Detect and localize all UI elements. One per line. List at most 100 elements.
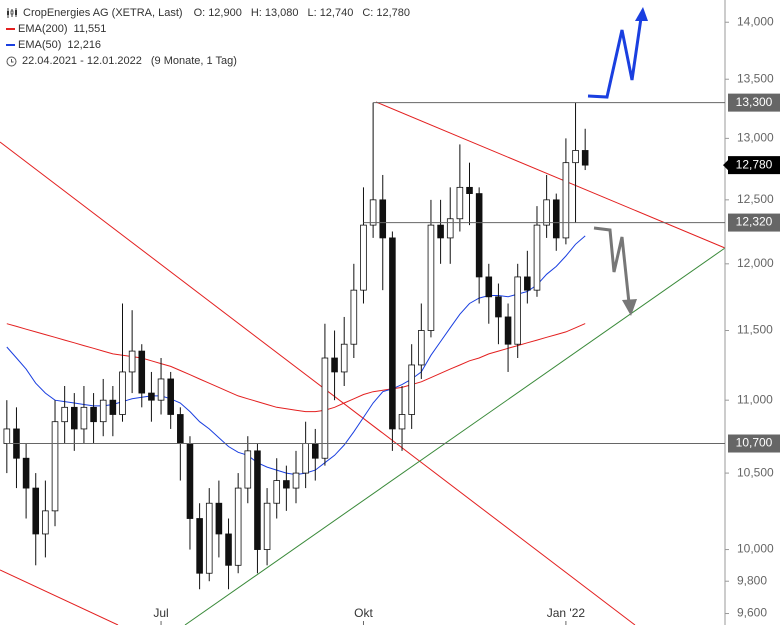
scenario-arrow-down <box>593 226 631 304</box>
ohlc-value: 13,080 <box>264 7 299 19</box>
legend-item: EMA(200) 11,551 <box>6 21 413 37</box>
ema-line <box>6 323 586 413</box>
candle-body <box>369 199 377 226</box>
legend-name: EMA(50) <box>18 39 62 51</box>
icon <box>7 8 17 18</box>
trend-line <box>375 101 726 249</box>
candle-body <box>446 218 454 239</box>
trend-line <box>0 569 119 625</box>
candle-body <box>167 378 174 415</box>
candle-body <box>205 502 213 574</box>
scenario-arrow-up <box>587 17 643 99</box>
candle-body <box>321 357 329 459</box>
legend-item: EMA(50) 12,216 <box>6 37 413 53</box>
y-tick-label: 11,500 <box>737 323 773 337</box>
legend-swatch <box>6 44 15 46</box>
clock-icon <box>6 56 17 66</box>
candle-body <box>283 480 290 489</box>
y-tick-label: 10,000 <box>737 542 774 556</box>
candle-body <box>418 330 425 366</box>
x-tick-label: Jan '22 <box>547 606 586 620</box>
candle-body <box>311 443 319 459</box>
candle-body <box>148 392 155 401</box>
candle-body <box>524 276 531 291</box>
candle-body <box>437 224 444 239</box>
candle-body <box>533 224 541 291</box>
candle-body <box>427 224 435 331</box>
y-tick-label: 11,000 <box>737 392 773 406</box>
last-price-box <box>728 156 780 175</box>
candle-body <box>234 487 242 566</box>
period-range: 22.04.2021 - 12.01.2022 <box>22 55 142 67</box>
level-label: 10,700 <box>736 436 773 450</box>
candle-body <box>51 421 59 512</box>
candle-body <box>581 150 589 166</box>
candle-body <box>3 428 11 444</box>
level-label-box <box>728 213 780 232</box>
candle-body <box>562 162 570 239</box>
candle-body <box>244 450 252 489</box>
header-row: CropEnergies AG (XETRA, Last) O: 12,900 H:… <box>6 5 413 21</box>
level-label-box <box>728 434 780 453</box>
candle-body <box>495 296 502 318</box>
ohlc-value: 12,780 <box>376 7 410 19</box>
candle-body <box>32 487 40 535</box>
candle-body <box>119 371 126 415</box>
ohlc-name: C: <box>362 7 374 19</box>
y-tick-label: 9,800 <box>737 573 767 587</box>
arrowhead <box>635 7 648 21</box>
candle-body <box>389 237 396 430</box>
candle-body <box>360 224 367 291</box>
y-tick-label: 13,500 <box>737 71 774 85</box>
candle-body <box>475 193 483 278</box>
candle-body <box>504 316 512 345</box>
candle-body <box>186 443 194 519</box>
candle-body <box>263 502 271 550</box>
candle-body <box>196 518 203 574</box>
legend-value: 12,216 <box>67 39 102 51</box>
candle-body <box>61 406 68 423</box>
level-label: 12,320 <box>736 215 773 229</box>
y-tick-label: 14,000 <box>737 14 774 28</box>
ohlc-name: H: <box>250 7 262 19</box>
x-tick-label: Jul <box>153 606 168 620</box>
instrument-name: CropEnergies AG (XETRA, Last) <box>23 7 183 19</box>
candle-body <box>466 186 473 194</box>
candle-body <box>514 276 521 345</box>
candle-body <box>552 199 560 239</box>
candle-body <box>177 414 184 444</box>
level-label-box <box>728 93 780 112</box>
candle-body <box>254 450 261 550</box>
candle-body <box>215 502 223 535</box>
level-label: 13,300 <box>736 95 773 109</box>
candle-body <box>22 457 30 489</box>
ohlc-value: 12,900 <box>208 7 242 19</box>
candle-body <box>340 343 348 373</box>
y-tick-label: 12,500 <box>737 192 774 206</box>
legend-name: EMA(200) <box>18 23 68 35</box>
candle-body <box>302 443 309 474</box>
period: 22.04.2021 - 12.01.2022 (9 Monate, 1 Tag) <box>6 53 413 69</box>
candle-body <box>157 378 165 401</box>
candle-body <box>138 350 146 394</box>
ohlc-value: 12,740 <box>319 7 354 19</box>
support-line <box>184 247 726 625</box>
last-price-pointer <box>723 160 728 171</box>
y-tick-label: 9,600 <box>737 606 767 620</box>
candle-body <box>273 480 281 504</box>
legend-value: 11,551 <box>73 23 107 35</box>
y-tick-label: 13,000 <box>737 131 774 145</box>
candle-body <box>99 399 107 423</box>
candle-body <box>350 289 358 345</box>
candle-body <box>109 399 117 415</box>
candle-body <box>292 472 300 489</box>
ohlc-name: O: <box>193 7 206 19</box>
trend-line <box>0 141 636 625</box>
x-tick-label: Okt <box>354 606 373 620</box>
period-note: (9 Monate, 1 Tag) <box>150 55 237 67</box>
candle-body <box>80 406 88 430</box>
candle-body <box>543 199 550 226</box>
candle-body <box>42 510 49 535</box>
ohlc-name: L: <box>307 7 317 19</box>
